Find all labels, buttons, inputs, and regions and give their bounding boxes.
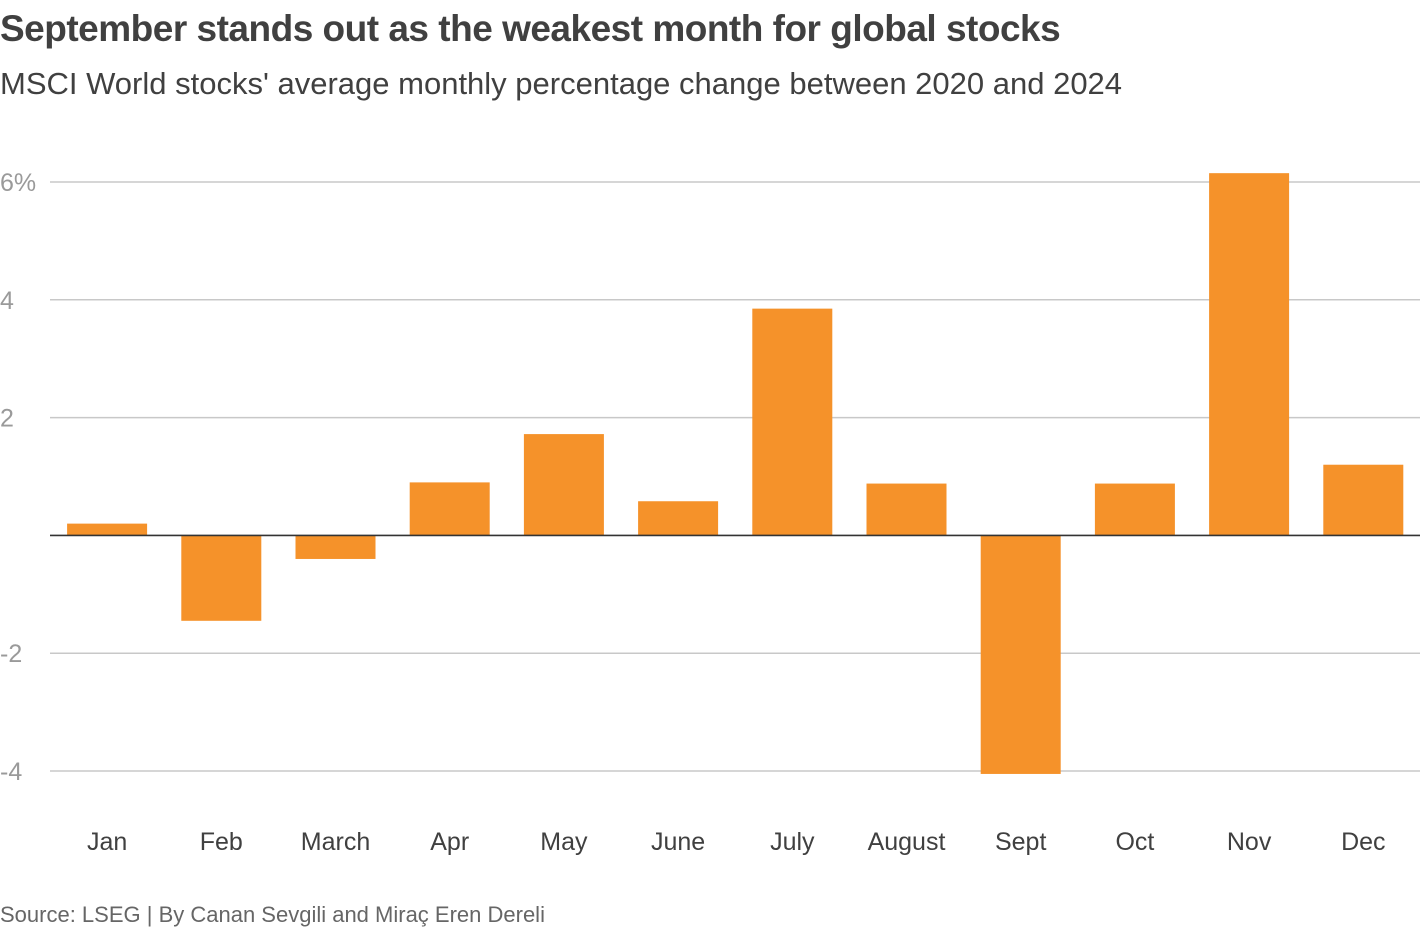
x-tick-label: May (540, 828, 588, 856)
x-tick-label: July (770, 828, 815, 856)
x-tick-label: Nov (1227, 828, 1272, 856)
bar-oct (1094, 483, 1175, 536)
x-tick-label: Oct (1115, 828, 1154, 856)
bar-jan (67, 523, 148, 536)
bar-apr (409, 482, 490, 536)
y-tick-label: 4 (0, 287, 14, 315)
y-tick-label: 6% (0, 169, 36, 197)
gridlines (50, 181, 1420, 772)
x-tick-label: Jan (87, 828, 127, 856)
bar-nov (1209, 173, 1290, 536)
bar-may (523, 434, 604, 536)
x-tick-label: Dec (1341, 828, 1385, 856)
source-note: Source: LSEG | By Canan Sevgili and Mira… (0, 902, 545, 927)
x-tick-label: Apr (430, 828, 469, 856)
x-tick-label: March (301, 828, 370, 856)
y-axis-ticks: 6% 4 2 -2 -4 (0, 169, 36, 786)
bars (67, 173, 1404, 774)
bar-march (295, 535, 376, 559)
bar-sept (980, 535, 1061, 774)
x-tick-label: Sept (995, 828, 1046, 856)
x-axis-ticks: Jan Feb March Apr May June July August Sept Oct No… (87, 828, 1386, 856)
bar-july (752, 308, 833, 536)
bar-june (638, 501, 719, 536)
x-tick-label: August (868, 828, 946, 856)
chart-title: September stands out as the weakest mont… (0, 8, 1061, 49)
x-tick-label: June (651, 828, 705, 856)
y-tick-label: -4 (0, 758, 22, 786)
y-tick-label: -2 (0, 640, 22, 668)
bar-august (866, 483, 947, 536)
y-tick-label: 2 (0, 405, 14, 433)
chart-subtitle: MSCI World stocks' average monthly perce… (0, 66, 1123, 101)
x-tick-label: Feb (200, 828, 243, 856)
bar-feb (181, 535, 262, 621)
bar-dec (1323, 464, 1404, 536)
